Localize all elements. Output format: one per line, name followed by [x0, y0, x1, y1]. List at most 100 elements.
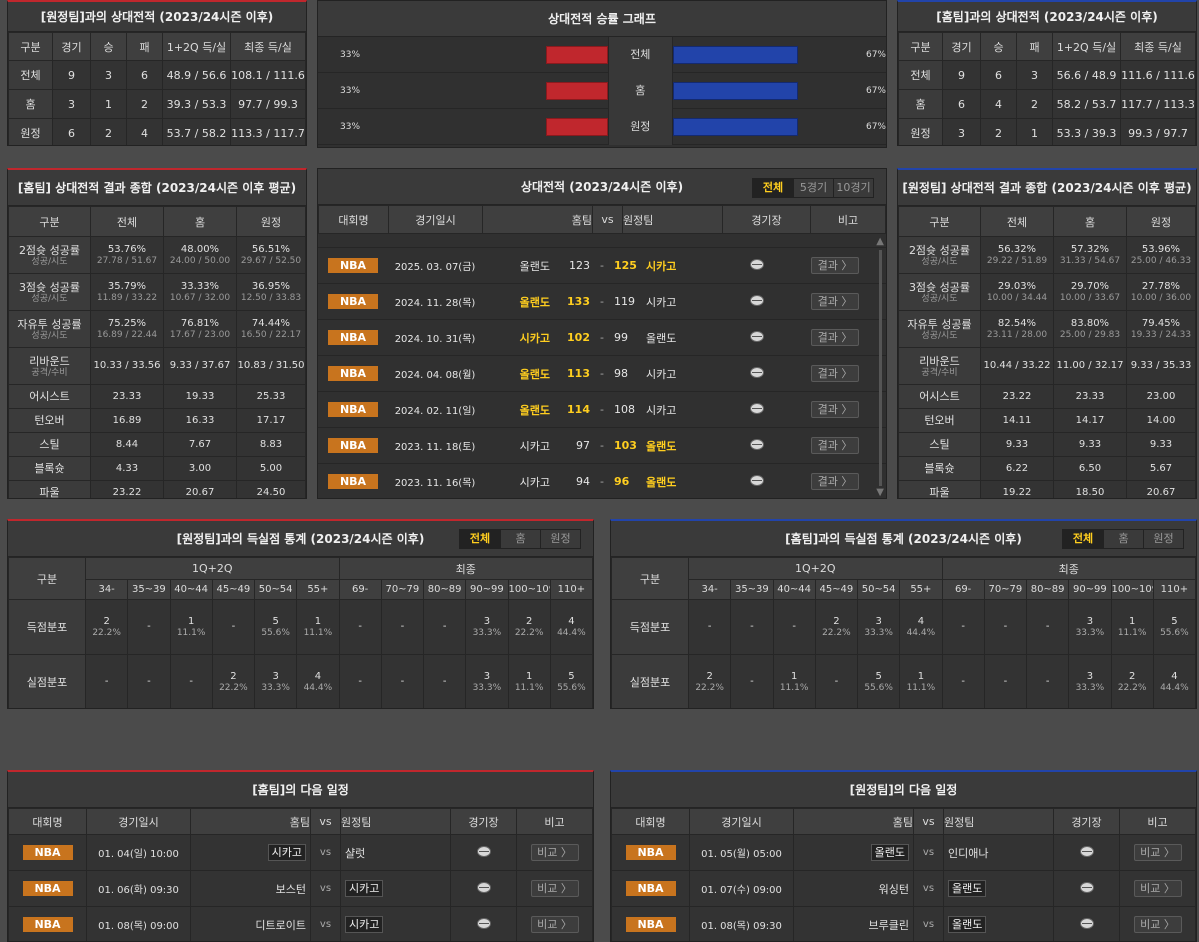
league-badge[interactable]: NBA — [328, 294, 378, 309]
tab-10-games[interactable]: 10경기 — [833, 179, 873, 197]
league-badge[interactable]: NBA — [328, 438, 378, 453]
home-team[interactable]: 디트로이트 — [255, 918, 306, 932]
league-badge[interactable]: NBA — [22, 917, 73, 932]
dist-percent: 44.4% — [557, 627, 586, 638]
away-team[interactable]: 시카고 — [345, 916, 384, 933]
league-badge[interactable]: NBA — [22, 845, 73, 860]
schedule-row[interactable]: NBA 01. 08(목) 09:00 디트로이트 vs 시카고 비교 〉 — [8, 906, 593, 941]
away-team[interactable]: 올랜도 — [948, 880, 987, 897]
away-team[interactable]: 올랜도 — [948, 916, 987, 933]
compare-button[interactable]: 비교 〉 — [530, 844, 579, 861]
compare-button[interactable]: 비교 〉 — [530, 916, 579, 933]
league-badge[interactable]: NBA — [625, 845, 676, 860]
home-team[interactable]: 시카고 — [267, 844, 306, 861]
league-badge[interactable]: NBA — [328, 402, 378, 417]
home-team-cell: 브루클린 — [793, 906, 914, 941]
stadium-icon[interactable] — [476, 881, 491, 893]
match-row[interactable]: NBA 2024. 11. 28(목) 올랜도 133-119 시카고 결과 〉 — [318, 284, 886, 320]
away-team[interactable]: 샬럿 — [345, 846, 366, 860]
match-row[interactable]: NBA 2024. 04. 08(월) 올랜도 113-98 시카고 결과 〉 — [318, 356, 886, 392]
league-cell: NBA — [611, 834, 690, 871]
stat-value: 83.80% — [1070, 318, 1110, 329]
stadium-icon[interactable] — [1079, 917, 1094, 929]
league-badge[interactable]: NBA — [625, 881, 676, 896]
tab-all[interactable]: 전체 — [1063, 530, 1103, 548]
tab-away[interactable]: 원정 — [540, 530, 580, 548]
schedule-row[interactable]: NBA 01. 07(수) 09:00 워싱턴 vs 올랜도 비교 〉 — [611, 870, 1196, 907]
schedule-row[interactable]: NBA 01. 06(화) 09:30 보스턴 vs 시카고 비교 〉 — [8, 870, 593, 907]
match-row[interactable]: NBA 2024. 10. 31(목) 시카고 102-99 올랜도 결과 〉 — [318, 320, 886, 356]
table-row: 원정 3 2 1 53.3 / 39.3 99.3 / 97.7 — [898, 118, 1196, 145]
scroll-down-icon[interactable]: ▼ — [876, 487, 884, 498]
away-team[interactable]: 시카고 — [345, 880, 384, 897]
tab-all[interactable]: 전체 — [460, 530, 500, 548]
result-button[interactable]: 결과 〉 — [811, 293, 859, 310]
dist-percent: 11.1% — [176, 627, 206, 638]
h2h-home-table: 구분 경기 승 패 1+2Q 득/실 최종 득/실 전체 9 6 3 56.6 / 48.9 111.… — [898, 32, 1196, 145]
compare-button[interactable]: 비교 〉 — [1133, 844, 1182, 861]
compare-button[interactable]: 비교 〉 — [1133, 916, 1182, 933]
result-button[interactable]: 결과 〉 — [811, 257, 859, 274]
schedule-row[interactable]: NBA 01. 08(목) 09:30 브루클린 vs 올랜도 비교 〉 — [611, 906, 1196, 941]
league-badge[interactable]: NBA — [328, 474, 378, 489]
match-row[interactable]: NBA 2023. 11. 18(토) 시카고 97-103 올랜도 결과 〉 — [318, 428, 886, 464]
stat-name: 스틸 — [929, 438, 950, 451]
cell: 39.3 / 53.3 — [162, 89, 231, 119]
league-badge[interactable]: NBA — [625, 917, 676, 932]
home-team[interactable]: 보스턴 — [275, 882, 306, 896]
result-button[interactable]: 결과 〉 — [811, 437, 859, 454]
home-team[interactable]: 올랜도 — [870, 844, 909, 861]
result-button[interactable]: 결과 〉 — [811, 401, 859, 418]
row-label: 턴오버 — [898, 408, 981, 433]
tab-home[interactable]: 홈 — [500, 530, 540, 548]
dist-home-panel: [홈팀]과의 득실점 통계 (2023/24시즌 이후) 전체 홈 원정 구분 1… — [610, 519, 1197, 709]
stadium-icon[interactable] — [750, 402, 764, 414]
tab-5-games[interactable]: 5경기 — [793, 179, 833, 197]
match-row[interactable]: NBA 2023. 11. 16(목) 시카고 94-96 올랜도 결과 〉 — [318, 464, 886, 498]
home-team[interactable]: 워싱턴 — [878, 882, 909, 896]
result-button[interactable]: 결과 〉 — [811, 473, 859, 490]
stat-value: 16.33 — [185, 414, 215, 426]
league-badge[interactable]: NBA — [328, 330, 378, 345]
stadium-icon[interactable] — [476, 845, 491, 857]
graph-row: 33% 홈 67% — [318, 72, 886, 109]
match-row[interactable]: NBA 2025. 03. 07(금) 올랜도 123-125 시카고 결과 〉 — [318, 248, 886, 284]
stat-detail: 17.67 / 23.00 — [169, 330, 231, 340]
stadium-icon[interactable] — [1079, 845, 1094, 857]
compare-button[interactable]: 비교 〉 — [530, 880, 579, 897]
stat-value: 23.22 — [112, 486, 142, 498]
result-button[interactable]: 결과 〉 — [811, 329, 859, 346]
stadium-icon[interactable] — [750, 258, 764, 270]
schedule-row[interactable]: NBA 01. 04(일) 10:00 시카고 vs 샬럿 비교 〉 — [8, 834, 593, 871]
home-team[interactable]: 브루클린 — [868, 918, 909, 932]
col-header: 홈팀 — [190, 808, 311, 835]
matches-list[interactable]: NBA 2025. 03. 07(금) 올랜도 123-125 시카고 결과 〉 NBA 20… — [318, 234, 886, 498]
scrollbar-thumb[interactable] — [879, 250, 882, 486]
stadium-icon[interactable] — [750, 294, 764, 306]
schedule-row[interactable]: NBA 01. 05(월) 05:00 올랜도 vs 인디애나 비교 〉 — [611, 834, 1196, 871]
league-badge[interactable]: NBA — [22, 881, 73, 896]
stadium-icon[interactable] — [750, 366, 764, 378]
stadium-icon[interactable] — [1079, 881, 1094, 893]
h2h-away-panel: [원정팀]과의 상대전적 (2023/24시즌 이후) 구분 경기 승 패 1+2Q 득… — [7, 0, 307, 146]
dist-percent: 22.2% — [1117, 682, 1147, 693]
tab-all[interactable]: 전체 — [753, 179, 793, 197]
away-team[interactable]: 인디애나 — [948, 846, 989, 860]
league-badge[interactable]: NBA — [328, 258, 378, 273]
match-row[interactable]: NBA 2024. 02. 11(일) 올랜도 114-108 시카고 결과 〉 — [318, 392, 886, 428]
stadium-icon[interactable] — [750, 474, 764, 486]
league-badge[interactable]: NBA — [328, 366, 378, 381]
stadium-icon[interactable] — [750, 330, 764, 342]
schedule-date: 01. 08(목) 09:30 — [689, 906, 794, 941]
league-cell: NBA — [611, 870, 690, 907]
result-button[interactable]: 결과 〉 — [811, 365, 859, 382]
tab-home[interactable]: 홈 — [1103, 530, 1143, 548]
scroll-up-icon[interactable]: ▲ — [876, 236, 884, 247]
stadium-icon[interactable] — [750, 438, 764, 450]
range-header: 55+ — [899, 579, 943, 600]
graph-row-label: 홈 — [607, 72, 674, 109]
compare-button[interactable]: 비교 〉 — [1133, 880, 1182, 897]
tab-away[interactable]: 원정 — [1143, 530, 1183, 548]
stadium-icon[interactable] — [476, 917, 491, 929]
range-header: 90~99 — [465, 579, 509, 600]
